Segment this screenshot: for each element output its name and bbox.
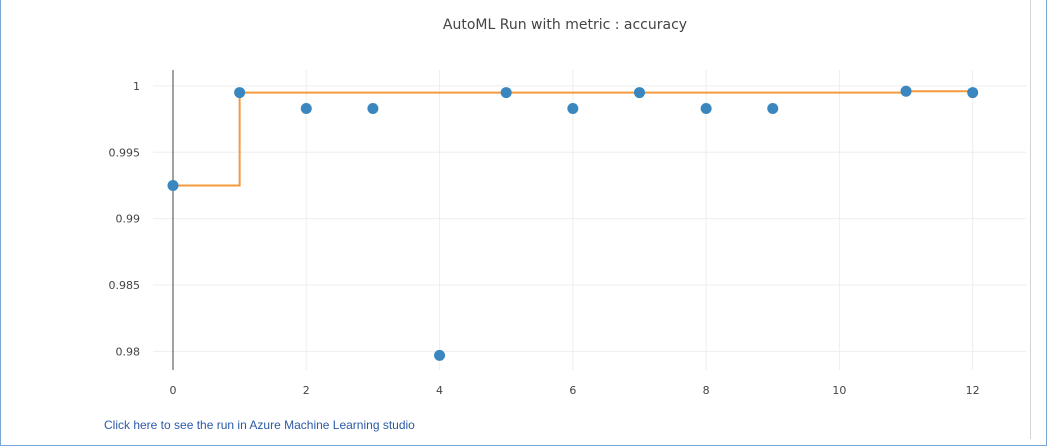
- x-tick-label: 10: [832, 384, 846, 397]
- run-point: [434, 349, 446, 361]
- run-point: [500, 87, 512, 99]
- x-tick-label: 0: [169, 384, 176, 397]
- run-point: [767, 102, 779, 114]
- run-point: [633, 87, 645, 99]
- y-tick-label: 0.985: [109, 279, 141, 292]
- run-point: [900, 85, 912, 97]
- x-tick-label: 2: [303, 384, 310, 397]
- x-tick-label: 6: [569, 384, 576, 397]
- grid-lines: [153, 70, 1026, 370]
- y-tick-label: 0.99: [116, 213, 141, 226]
- x-tick-label: 12: [966, 384, 980, 397]
- run-point: [234, 87, 246, 99]
- y-tick-label: 0.98: [116, 345, 141, 358]
- chart-title: AutoML Run with metric : accuracy: [442, 17, 688, 33]
- x-tick-labels: 0 2 4 6 8 10 12: [169, 384, 979, 397]
- run-point: [300, 102, 312, 114]
- run-point: [700, 102, 712, 114]
- x-tick-label: 4: [436, 384, 443, 397]
- y-tick-label: 1: [133, 80, 140, 93]
- best-so-far-line: [172, 90, 973, 187]
- run-point: [567, 102, 579, 114]
- x-tick-label: 8: [703, 384, 710, 397]
- run-point: [967, 87, 979, 99]
- run-point: [167, 179, 179, 191]
- run-point: [367, 102, 379, 114]
- best-metric-line: [172, 90, 973, 187]
- y-tick-labels: 0.98 0.985 0.99 0.995 1: [109, 80, 141, 358]
- scrollbar-track: [1030, 0, 1031, 439]
- run-points: [167, 85, 979, 361]
- azure-studio-link[interactable]: Click here to see the run in Azure Machi…: [104, 418, 415, 432]
- y-tick-label: 0.995: [109, 146, 141, 159]
